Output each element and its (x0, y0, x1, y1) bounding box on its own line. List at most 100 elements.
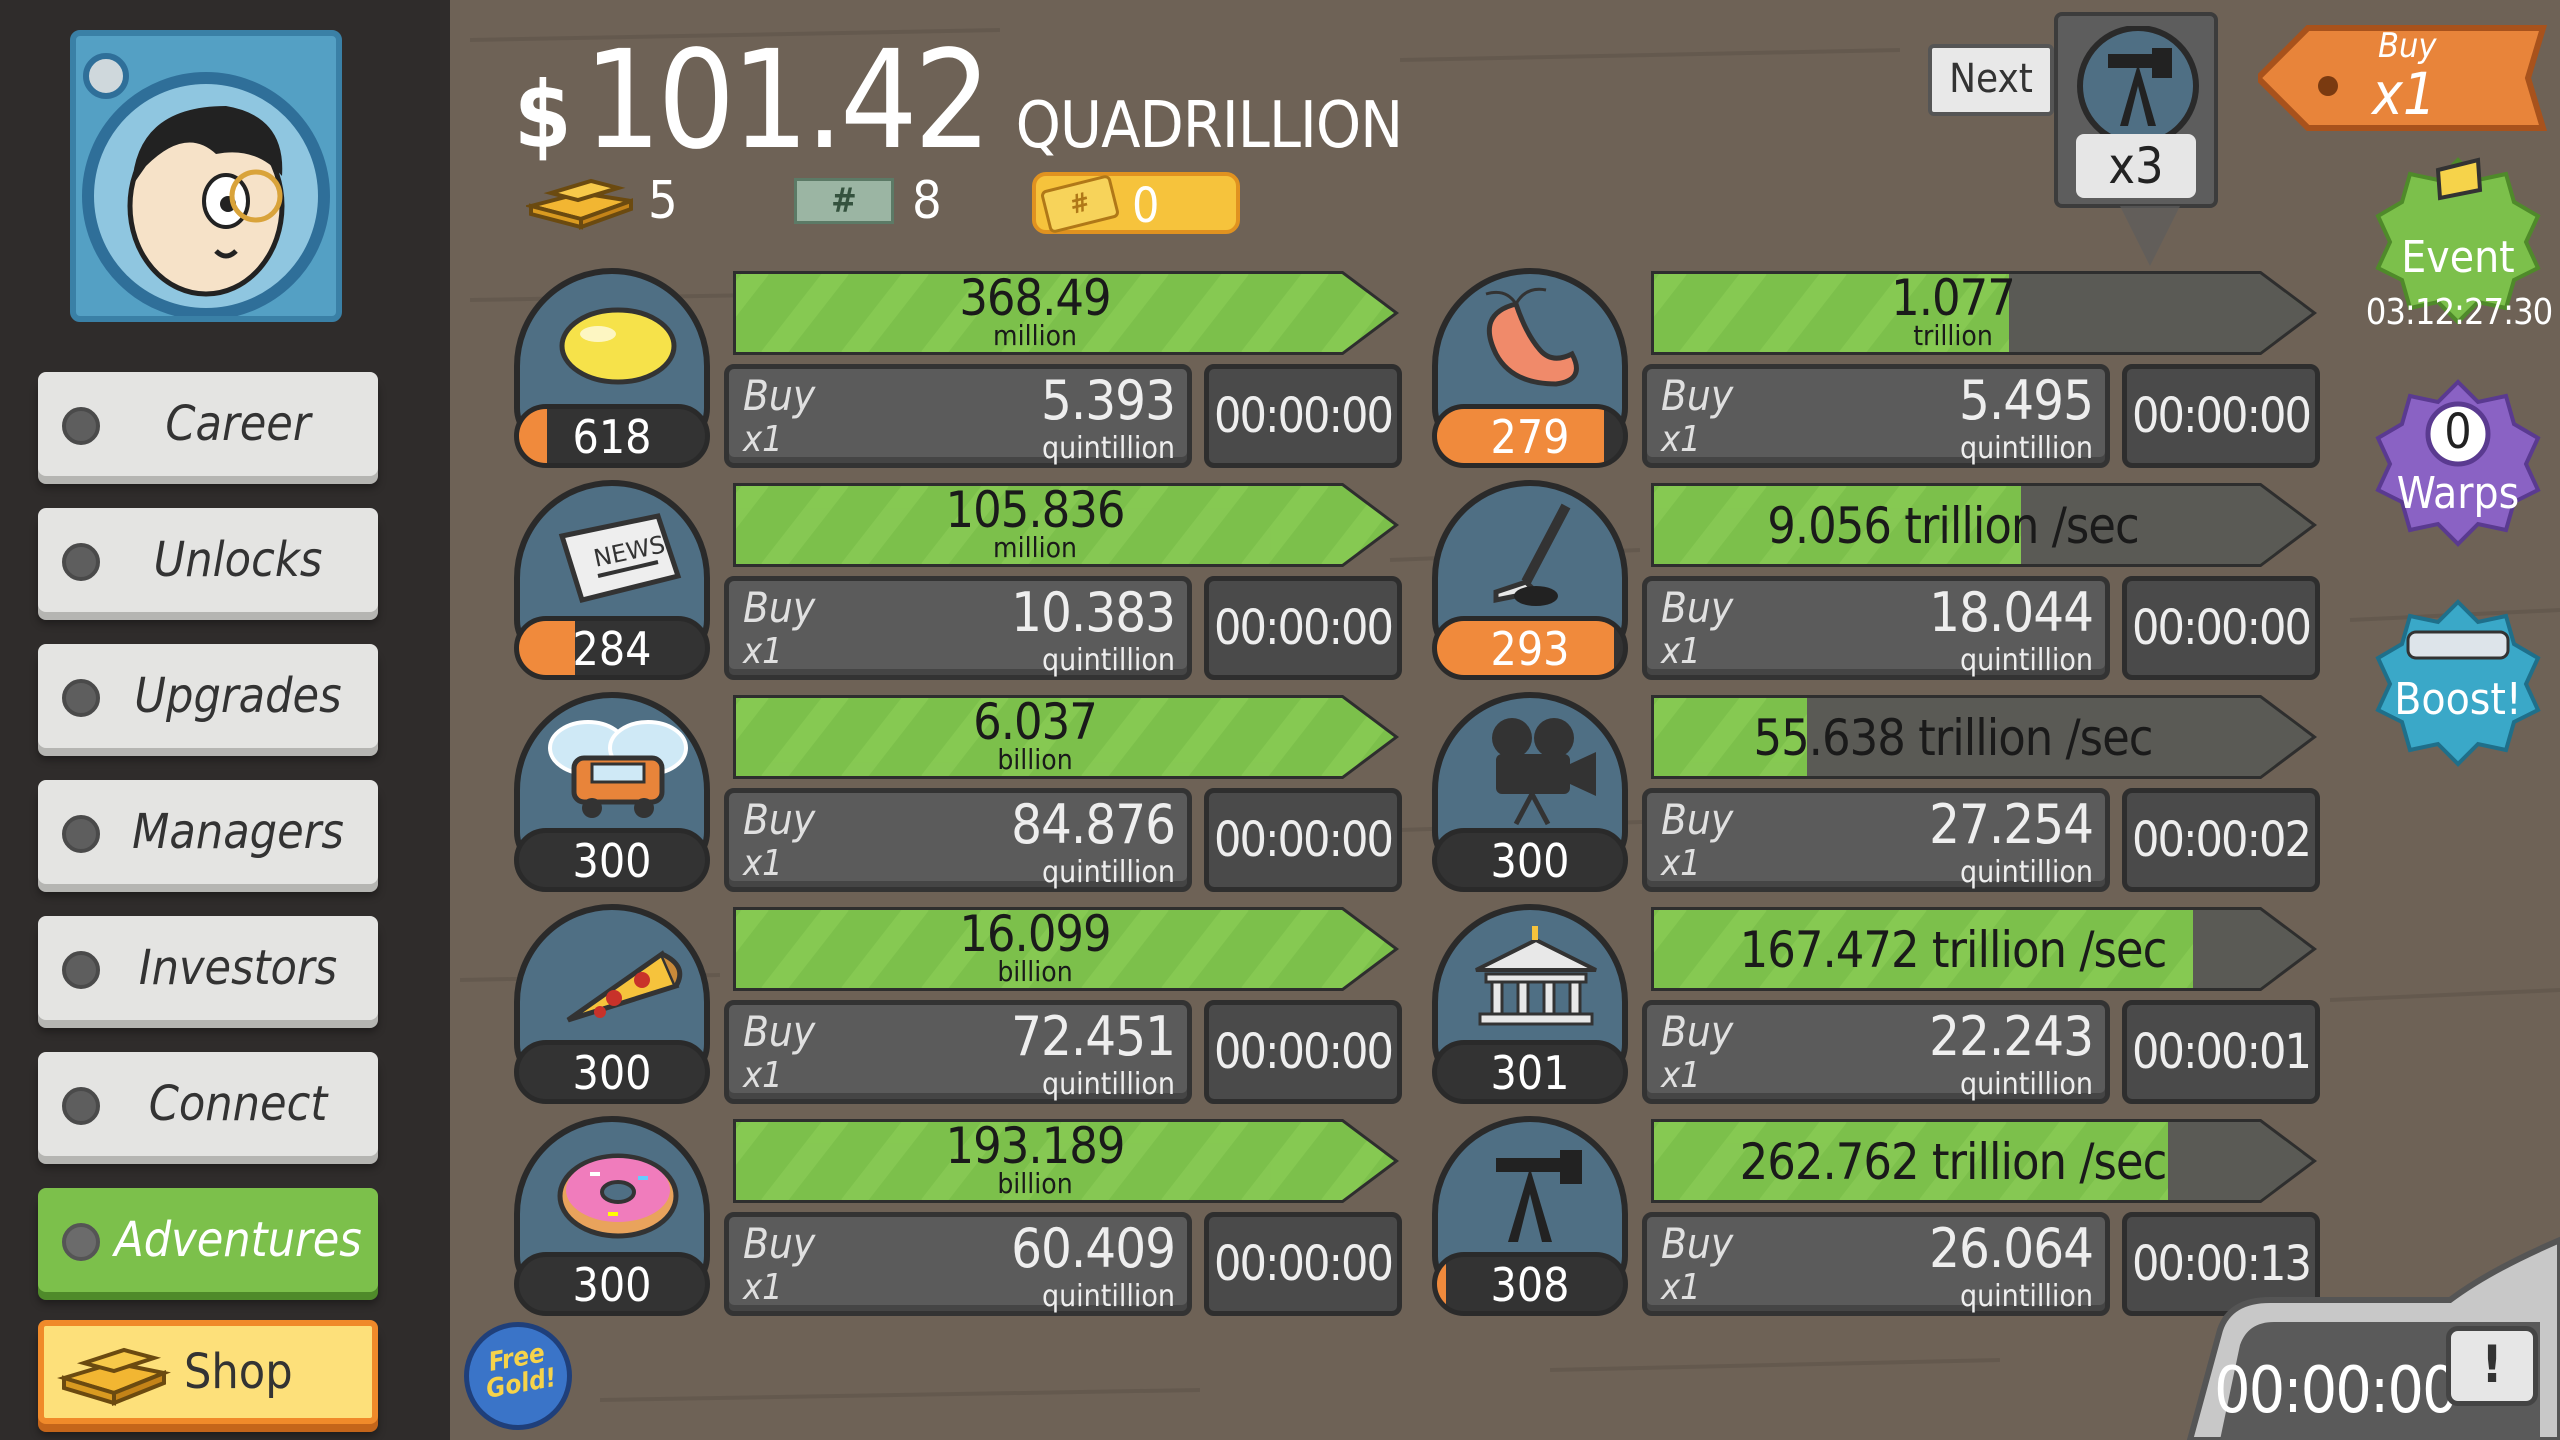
buy-label: Buy (1661, 371, 1734, 420)
business-revenue-unit: trillion (1913, 319, 1993, 352)
business-revenue: 16.099 billion (730, 908, 1340, 992)
buy-label: Buy (743, 583, 816, 632)
revenue-progress-bar (1651, 907, 2317, 991)
business-buy-button[interactable]: Buy x1 26.064 quintillion (1642, 1212, 2110, 1316)
business-timer: 00:00:02 (2122, 788, 2320, 892)
business-revenue: 167.472 trillion /sec (1648, 908, 2258, 992)
warps-badge[interactable]: 0 Warps (2368, 372, 2548, 552)
upgrades-label: Upgrades (134, 668, 342, 724)
business-buy-button[interactable]: Buy x1 5.393 quintillion (724, 364, 1192, 468)
buy-multiplier: x1 (743, 1267, 783, 1308)
business-buy-button[interactable]: Buy x1 18.044 quintillion (1642, 576, 2110, 680)
buy-cost: 84.876 (1011, 793, 1176, 856)
adventures-indicator-icon (62, 1223, 100, 1261)
business-revenue: 6.037 billion (730, 696, 1340, 780)
free-gold-button[interactable]: Free Gold! (464, 1322, 572, 1430)
business-owned-count: 293 (1432, 616, 1628, 680)
business-timer: 00:00:00 (1204, 1000, 1402, 1104)
adventures-label: Adventures (114, 1212, 362, 1268)
business-owned-count: 301 (1432, 1040, 1628, 1104)
buy-cost: 5.393 (1040, 369, 1176, 432)
buy-multiplier-toggle[interactable]: Buy x1 (2253, 8, 2558, 138)
business-buy-button[interactable]: Buy x1 27.254 quintillion (1642, 788, 2110, 892)
buy-multiplier: x1 (743, 631, 783, 672)
business-owned-count: 308 (1432, 1252, 1628, 1316)
buy-cost-unit: quintillion (1041, 855, 1175, 890)
tag-icon (2253, 25, 2548, 131)
business-buy-button[interactable]: Buy x1 84.876 quintillion (724, 788, 1192, 892)
buy-cost-unit: quintillion (1959, 1279, 2093, 1314)
revenue-progress-bar (1651, 695, 2317, 779)
gold-bars-icon (526, 178, 633, 230)
buy-cost: 18.044 (1929, 581, 2094, 644)
astronaut-avatar-icon (82, 53, 330, 316)
boost-badge[interactable]: Boost! (2368, 592, 2548, 772)
buy-cost: 60.409 (1011, 1217, 1176, 1280)
megabucks-stat: # 8 (794, 166, 942, 236)
investors-button[interactable]: Investors (38, 916, 378, 1020)
career-button[interactable]: Career (38, 372, 378, 476)
business-row: 618 368.49 million Buy x1 5.393 quintill… (514, 268, 1414, 468)
business-owned-count: 300 (514, 828, 710, 892)
connect-button[interactable]: Connect (38, 1052, 378, 1156)
player-avatar[interactable] (70, 30, 342, 322)
buy-multiplier: x1 (1661, 419, 1701, 460)
money-amount: 101.42 (583, 22, 992, 180)
managers-indicator-icon (62, 815, 100, 853)
revenue-progress-bar (1651, 1119, 2317, 1203)
tickets-stat[interactable]: # 0 (1032, 172, 1240, 235)
shop-button[interactable]: Shop (38, 1320, 378, 1424)
business-revenue: 105.836 million (730, 484, 1340, 568)
next-unlock-pointer-icon (2120, 206, 2180, 266)
business-count-progress (1437, 1257, 1447, 1311)
adventures-button[interactable]: Adventures (38, 1188, 378, 1292)
next-unlock-multiplier: x3 (2076, 134, 2196, 198)
business-row: 300 55.638 trillion /sec Buy x1 27.254 q… (1432, 692, 2332, 892)
career-indicator-icon (62, 407, 100, 445)
event-badge[interactable]: Event (2368, 150, 2548, 330)
business-row: 300 6.037 billion Buy x1 84.876 quintill… (514, 692, 1414, 892)
business-owned-count: 300 (514, 1040, 710, 1104)
free-gold-label: Free Gold! (483, 1338, 559, 1405)
tickets-count: 0 (1132, 178, 1160, 234)
business-count-value: 300 (1490, 834, 1570, 888)
business-count-progress (1437, 621, 1614, 675)
business-owned-count: 279 (1432, 404, 1628, 468)
business-revenue-value: 368.49 (959, 269, 1111, 327)
donut-icon (557, 1153, 679, 1239)
movie-camera-icon (1492, 718, 1596, 826)
unlocks-button[interactable]: Unlocks (38, 508, 378, 612)
business-count-progress (519, 621, 575, 675)
business-revenue-value: 262.762 trillion /sec (1739, 1133, 2168, 1191)
upgrades-button[interactable]: Upgrades (38, 644, 378, 748)
revenue-progress-bar (1651, 483, 2317, 567)
buy-cost-unit: quintillion (1959, 855, 2093, 890)
business-row: 301 167.472 trillion /sec Buy x1 22.243 … (1432, 904, 2332, 1104)
career-label: Career (165, 396, 311, 452)
business-revenue-value: 1.077 (1891, 269, 2016, 327)
business-revenue-unit: billion (997, 955, 1073, 988)
business-buy-button[interactable]: Buy x1 60.409 quintillion (724, 1212, 1192, 1316)
managers-button[interactable]: Managers (38, 780, 378, 884)
buy-cost-unit: quintillion (1041, 1067, 1175, 1102)
business-buy-button[interactable]: Buy x1 22.243 quintillion (1642, 1000, 2110, 1104)
business-buy-button[interactable]: Buy x1 10.383 quintillion (724, 576, 1192, 680)
business-revenue-value: 167.472 trillion /sec (1739, 921, 2168, 979)
buy-cost-unit: quintillion (1041, 1279, 1175, 1314)
megabucks-icon: # (794, 178, 894, 224)
business-buy-button[interactable]: Buy x1 72.451 quintillion (724, 1000, 1192, 1104)
buy-cost-unit: quintillion (1041, 643, 1175, 678)
gold-bars-icon (57, 1347, 171, 1406)
gold-count: 5 (648, 171, 678, 231)
buy-label: Buy (743, 371, 816, 420)
business-revenue-unit: million (993, 531, 1077, 564)
buy-cost: 26.064 (1929, 1217, 2094, 1280)
gold-stat: 5 (526, 166, 678, 236)
tv-ad-panel[interactable]: 00:00:00 ! (2150, 1230, 2560, 1440)
business-owned-count: 300 (514, 1252, 710, 1316)
unlocks-indicator-icon (62, 543, 100, 581)
business-revenue-value: 193.189 (945, 1117, 1126, 1175)
event-timer: 03:12:27:30 (2365, 292, 2554, 333)
business-buy-button[interactable]: Buy x1 5.495 quintillion (1642, 364, 2110, 468)
tv-timer: 00:00:00 (2214, 1354, 2459, 1428)
